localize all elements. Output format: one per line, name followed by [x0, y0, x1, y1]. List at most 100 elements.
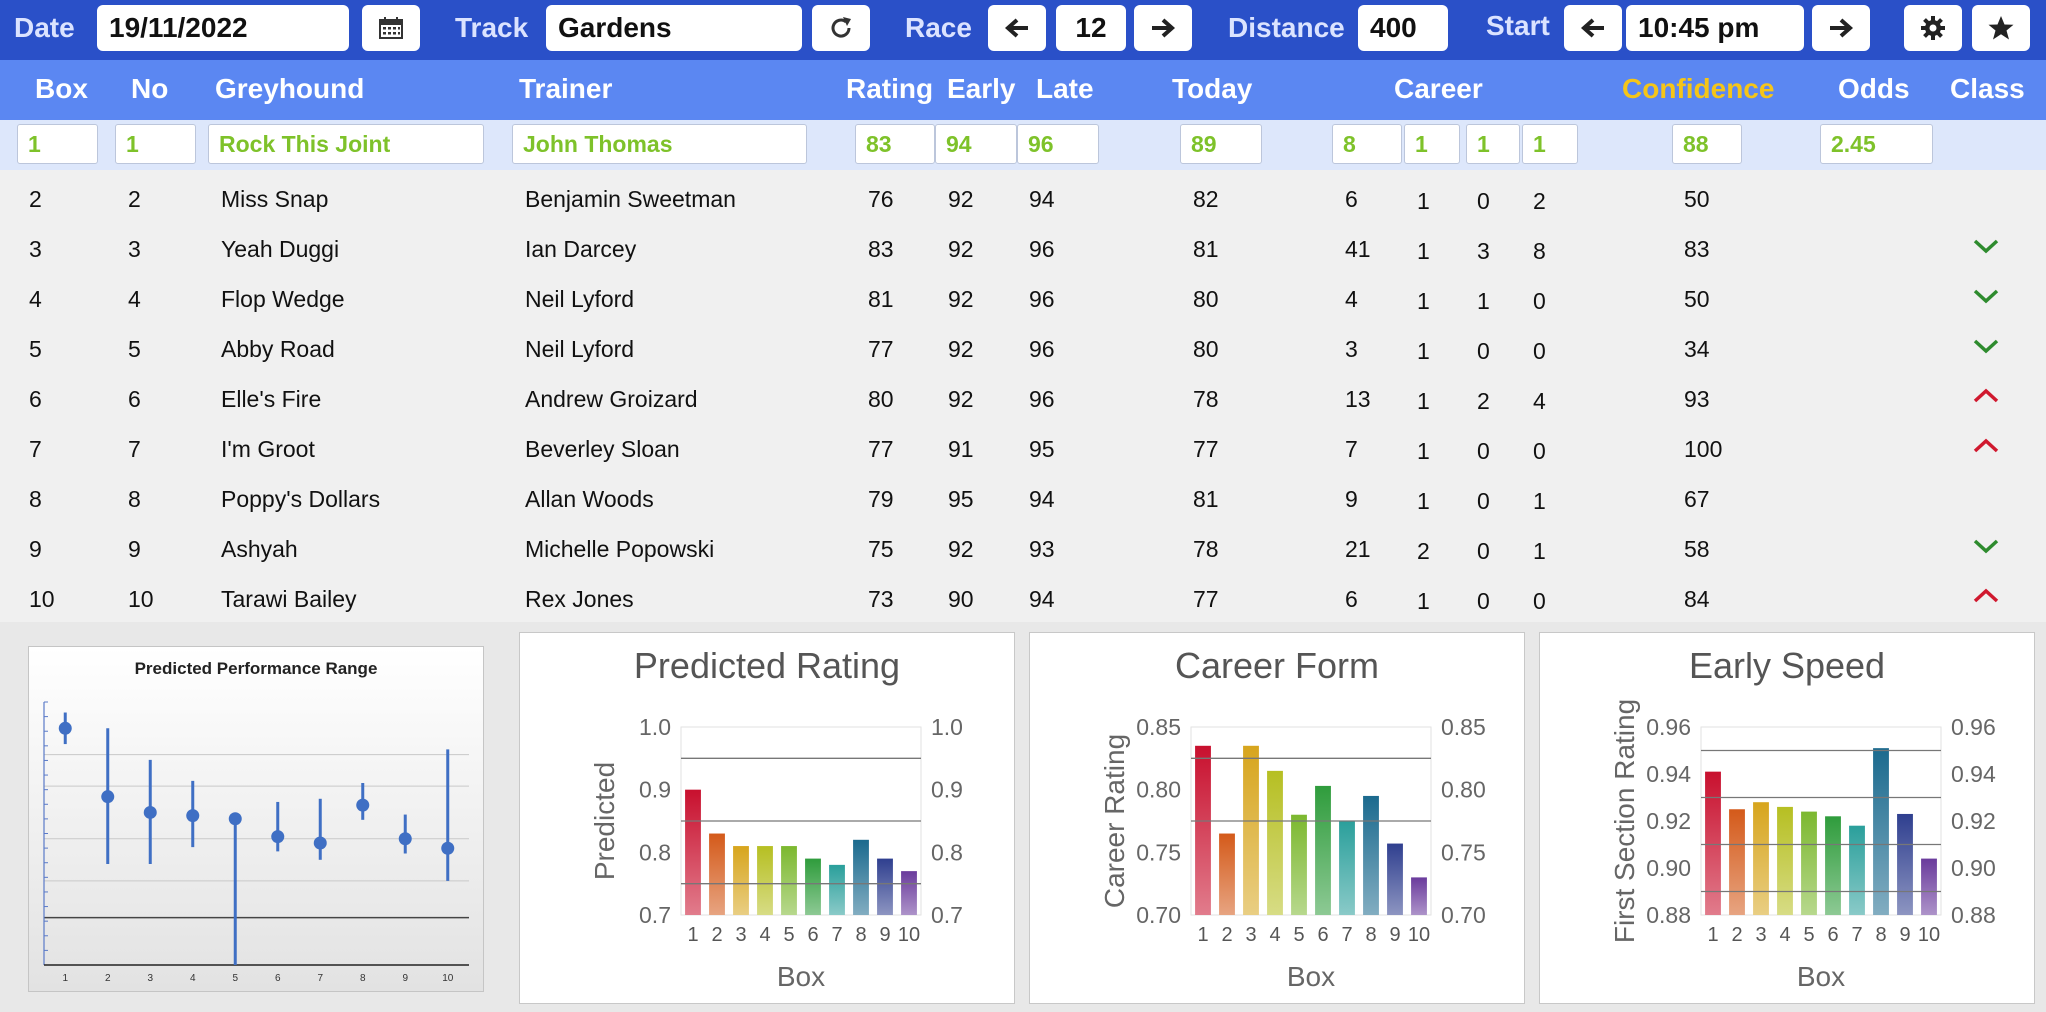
bar	[1411, 877, 1427, 915]
selected-early[interactable]: 94	[935, 124, 1017, 164]
start-next-button[interactable]	[1812, 5, 1870, 51]
chevron-up-icon	[1972, 436, 2000, 461]
selected-career-seconds[interactable]: 1	[1466, 124, 1520, 164]
table-row[interactable]: 8 8 Poppy's Dollars Allan Woods 79 95 94 81 9 1 0 1…	[0, 470, 2046, 520]
cell-greyhound: Yeah Duggi	[221, 236, 340, 262]
y-axis-title: Career Rating	[1099, 734, 1130, 908]
header-greyhound[interactable]: Greyhound	[215, 73, 365, 104]
x-tick-label: 10	[898, 924, 920, 946]
table-row[interactable]: 10 10 Tarawi Bailey Rex Jones 73 90 94 77 6 1 0 0 84	[0, 570, 2046, 620]
cell-late: 94	[1029, 586, 1055, 612]
favorite-button[interactable]	[1972, 5, 2030, 51]
bar	[1801, 811, 1817, 915]
career-form-chart: 0.70 0.70 0.75 0.75 0.80 0.80 0.85 0.85 1 2 3 4 5 6 7 8…	[1099, 714, 1486, 992]
cell-career: 1	[1417, 438, 1430, 464]
selected-career-thirds[interactable]: 1	[1522, 124, 1578, 164]
table-row[interactable]: 7 7 I'm Groot Beverley Sloan 77 91 95 77 7 1 0 0 100	[0, 420, 2046, 470]
y-tick-label-left: 0.92	[1646, 808, 1691, 834]
calendar-icon	[378, 16, 404, 40]
header-confidence[interactable]: Confidence	[1622, 73, 1775, 104]
x-tick-label: 7	[831, 924, 842, 946]
x-axis-title: Box	[1287, 961, 1335, 992]
refresh-button[interactable]	[812, 5, 870, 51]
header-career[interactable]: Career	[1394, 73, 1483, 104]
start-prev-button[interactable]	[1564, 5, 1622, 51]
track-field[interactable]: Gardens	[546, 5, 802, 51]
header-early[interactable]: Early	[947, 73, 1016, 104]
y-tick-label-right: 0.9	[931, 777, 963, 803]
cell-trainer: Benjamin Sweetman	[525, 186, 736, 212]
race-next-button[interactable]	[1134, 5, 1192, 51]
header-trainer[interactable]: Trainer	[519, 73, 613, 104]
bar	[1195, 745, 1211, 915]
table-row[interactable]: 3 3 Yeah Duggi Ian Darcey 83 92 96 81 41 1 3 8 83	[0, 220, 2046, 270]
header-today[interactable]: Today	[1172, 73, 1253, 104]
range-chart-title: Predicted Performance Range	[134, 659, 378, 678]
selected-confidence[interactable]: 88	[1672, 124, 1742, 164]
race-number-field[interactable]: 12	[1056, 5, 1126, 51]
arrow-left-icon	[1004, 17, 1030, 39]
calendar-button[interactable]	[362, 5, 420, 51]
bar	[1219, 833, 1235, 915]
bar	[709, 833, 725, 915]
x-axis-title: Box	[777, 961, 825, 992]
selected-no[interactable]: 1	[115, 124, 196, 164]
header-odds[interactable]: Odds	[1838, 73, 1910, 104]
selected-odds[interactable]: 2.45	[1820, 124, 1933, 164]
table-row[interactable]: 9 9 Ashyah Michelle Popowski 75 92 93 78 21 2 0 1 58	[0, 520, 2046, 570]
x-tick-label: 9	[1899, 924, 1910, 946]
cell-confidence: 83	[1684, 236, 1710, 262]
cell-rating: 73	[868, 586, 894, 612]
table-row[interactable]: 5 5 Abby Road Neil Lyford 77 92 96 80 3 1 0 0 34	[0, 320, 2046, 370]
cell-box: 7	[29, 436, 42, 462]
header-no[interactable]: No	[131, 73, 169, 104]
y-tick-label-right: 0.70	[1441, 902, 1486, 928]
charts-area: Predicted Performance Range 1 2 3 4 5 6 7 8 9 10 …	[0, 622, 2046, 1012]
selected-rating[interactable]: 83	[855, 124, 935, 164]
cell-rating: 76	[868, 186, 894, 212]
table-row[interactable]: 6 6 Elle's Fire Andrew Groizard 80 92 96 78 13 1 2…	[0, 370, 2046, 420]
distance-field[interactable]: 400	[1358, 5, 1448, 51]
range-point	[143, 805, 157, 819]
cell-career: 1	[1417, 588, 1430, 614]
selected-greyhound[interactable]: Rock This Joint	[208, 124, 484, 164]
cell-late: 96	[1029, 336, 1055, 362]
cell-late: 95	[1029, 436, 1055, 462]
cell-rating: 77	[868, 336, 894, 362]
selected-career-wins[interactable]: 1	[1404, 124, 1460, 164]
selected-career-starts[interactable]: 8	[1332, 124, 1402, 164]
date-field[interactable]: 19/11/2022	[97, 5, 349, 51]
chevron-down-icon	[1972, 236, 2000, 261]
x-tick-label: 8	[1875, 924, 1886, 946]
cell-trainer: Michelle Popowski	[525, 536, 715, 562]
chevron-down-icon	[1972, 536, 2000, 561]
selected-trainer[interactable]: John Thomas	[512, 124, 807, 164]
selected-today[interactable]: 89	[1180, 124, 1262, 164]
toolbar: Date 19/11/2022 Track Gardens Race 12 Di…	[0, 0, 2046, 60]
table-row[interactable]: 4 4 Flop Wedge Neil Lyford 81 92 96 80 4 1 1 0 50	[0, 270, 2046, 320]
cell-trainer: Ian Darcey	[525, 236, 637, 262]
race-prev-button[interactable]	[988, 5, 1046, 51]
selected-late[interactable]: 96	[1017, 124, 1099, 164]
predicted-rating-title: Predicted Rating	[633, 645, 901, 686]
cell-career: 13	[1345, 386, 1371, 412]
cell-today: 81	[1193, 236, 1219, 262]
header-late[interactable]: Late	[1036, 73, 1094, 104]
start-time-field[interactable]: 10:45 pm	[1626, 5, 1804, 51]
x-tick-label: 5	[1293, 924, 1304, 946]
settings-button[interactable]	[1904, 5, 1962, 51]
header-box[interactable]: Box	[35, 73, 88, 104]
y-tick-label-left: 0.85	[1136, 714, 1181, 740]
cell-late: 96	[1029, 386, 1055, 412]
x-tick-label: 1	[1707, 924, 1718, 946]
cell-early: 92	[948, 336, 974, 362]
header-rating[interactable]: Rating	[846, 73, 934, 104]
selected-row[interactable]: 1 1 Rock This Joint John Thomas 83 94 96…	[0, 120, 2046, 170]
bar	[757, 846, 773, 915]
selected-box[interactable]: 1	[17, 124, 98, 164]
x-tick-label: 3	[1245, 924, 1256, 946]
x-tick-label: 6	[275, 973, 281, 984]
y-tick-label-left: 0.75	[1136, 839, 1181, 865]
header-class[interactable]: Class	[1950, 73, 2025, 104]
table-row[interactable]: 2 2 Miss Snap Benjamin Sweetman 76 92 94 82 6 1 0 2…	[0, 170, 2046, 220]
